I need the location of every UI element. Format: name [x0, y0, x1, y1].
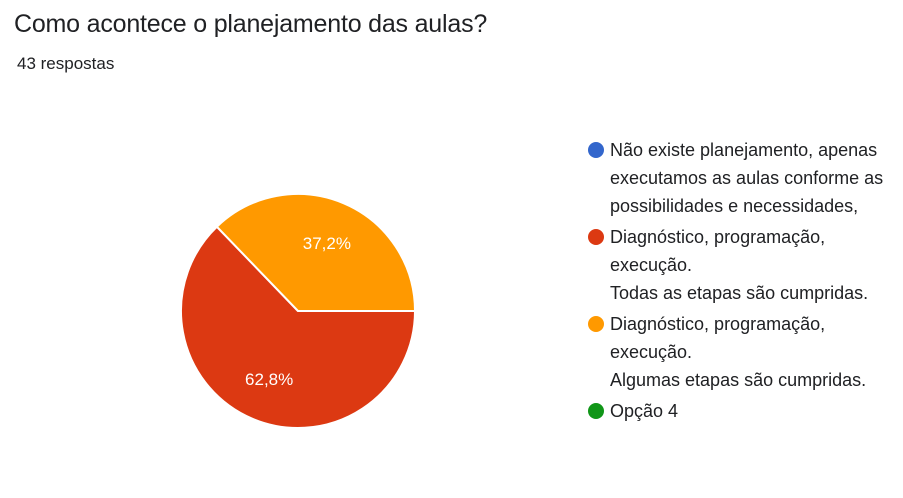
slice-label: 62,8%: [245, 370, 293, 389]
legend-swatch: [588, 316, 604, 332]
legend-label: Diagnóstico, programação, execução. Toda…: [610, 227, 869, 303]
legend-swatch: [588, 142, 604, 158]
pie-slice[interactable]: [180, 225, 417, 429]
legend-swatch: [588, 229, 604, 245]
legend-label: Opção 4: [610, 401, 679, 421]
pie-chart: 62,8% 37,2%: [180, 193, 417, 429]
chart-title: Como acontece o planejamento das aulas?: [14, 10, 488, 38]
legend-label: Não existe planejamento, apenas executam…: [610, 140, 884, 216]
legend-swatch: [588, 403, 604, 419]
response-count: 43 respostas: [17, 54, 115, 73]
chart-legend: Não existe planejamento, apenas executam…: [588, 136, 898, 428]
legend-item[interactable]: Diagnóstico, programação, execução. Toda…: [588, 223, 898, 307]
legend-item[interactable]: Diagnóstico, programação, execução. Algu…: [588, 310, 898, 394]
legend-item[interactable]: Opção 4: [588, 397, 898, 425]
legend-item[interactable]: Não existe planejamento, apenas executam…: [588, 136, 898, 220]
legend-label: Diagnóstico, programação, execução. Algu…: [610, 314, 867, 390]
slice-label: 37,2%: [303, 234, 351, 253]
pie-slice[interactable]: [215, 193, 417, 312]
